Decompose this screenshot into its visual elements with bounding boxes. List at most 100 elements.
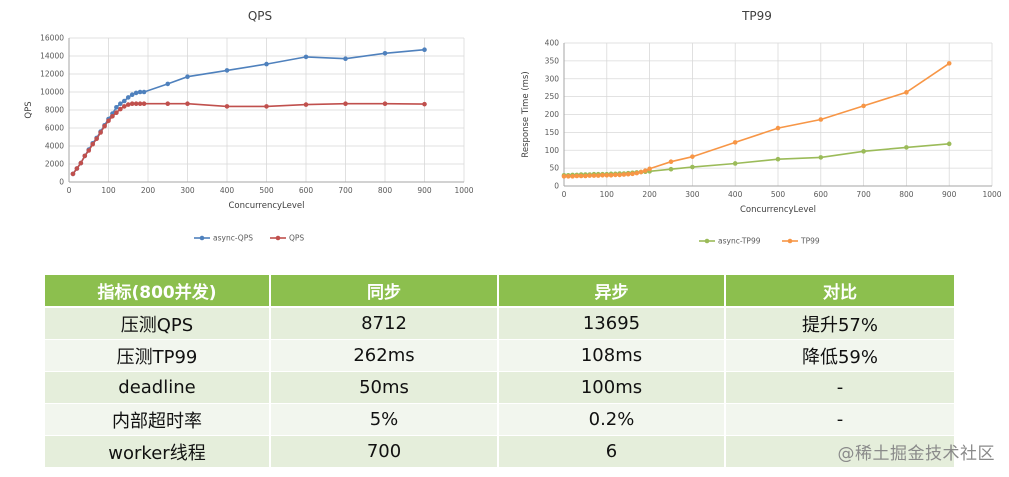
data-point-async-QPS [114,105,119,110]
chart-title: TP99 [741,9,772,23]
data-point-QPS [82,153,88,159]
x-tick-label: 200 [141,186,156,195]
cell-async: 100ms [498,371,726,404]
y-axis-title: QPS [24,101,34,118]
x-tick-label: 1000 [982,190,1001,199]
data-point-async-TP99 [861,149,866,154]
x-tick-label: 400 [728,190,743,199]
data-point-async-QPS [125,95,131,100]
data-point-async-QPS [303,54,309,60]
data-point-TP99 [638,169,644,175]
legend-label-TP99: TP99 [800,237,820,246]
data-point-async-QPS [165,81,171,87]
comparison-table: 指标(800并发) 同步 异步 对比 压测QPS 8712 13695 提升57… [45,275,954,468]
table-header-row: 指标(800并发) 同步 异步 对比 [45,275,954,308]
data-point-TP99 [946,61,952,66]
x-tick-label: 300 [685,190,700,199]
table-row: 压测QPS 8712 13695 提升57% [45,307,954,340]
data-point-async-QPS [129,92,135,97]
data-point-async-QPS [343,56,348,61]
data-point-QPS [125,102,131,107]
data-point-QPS [141,101,147,106]
series-line-QPS [72,102,425,175]
y-axis-title: Response Time (ms) [521,71,531,157]
y-tick-label: 2000 [45,160,64,169]
data-point-TP99 [643,168,648,173]
x-tick-label: 700 [338,186,353,195]
data-point-TP99 [690,154,695,159]
x-tick-label: 600 [299,186,314,195]
x-tick-label: 700 [856,190,871,199]
data-point-async-TP99 [946,141,952,147]
x-tick-label: 600 [814,190,829,199]
legend-label-QPS: QPS [289,234,304,243]
legend-marker-QPS [275,235,281,241]
data-point-QPS [86,148,92,153]
data-point-TP99 [904,90,909,95]
data-point-TP99 [625,171,631,177]
data-point-TP99 [732,140,738,145]
legend-marker-TP99 [787,238,793,244]
y-tick-label: 300 [545,74,560,83]
y-tick-label: 0 [59,178,64,187]
data-point-QPS [137,101,143,106]
cell-compare: 降低59% [725,339,954,372]
x-tick-label: 900 [942,190,957,199]
cell-compare: - [725,371,954,404]
data-point-async-TP99 [818,155,824,160]
data-point-QPS [343,101,348,106]
data-point-QPS [102,123,107,129]
header-metric: 指标(800并发) [45,275,271,308]
data-point-TP99 [647,166,652,172]
y-tick-label: 12000 [40,70,64,79]
data-point-TP99 [613,172,618,178]
data-point-QPS [78,160,84,166]
data-point-QPS [224,104,230,109]
x-tick-label: 500 [771,190,786,199]
y-tick-label: 0 [554,182,559,191]
data-point-async-TP99 [732,161,738,166]
y-tick-label: 100 [545,146,560,155]
data-point-TP99 [630,171,635,177]
legend-marker-async-QPS [199,235,205,241]
data-point-async-TP99 [668,166,674,172]
data-point-TP99 [668,159,674,164]
cell-compare: 提升57% [725,307,954,340]
data-point-QPS [422,101,427,107]
cell-sync: 700 [270,435,499,468]
data-point-QPS [129,101,135,106]
data-point-async-TP99 [775,156,781,162]
data-point-async-QPS [137,89,143,95]
data-point-TP99 [621,172,627,177]
data-point-TP99 [861,103,866,109]
data-point-async-QPS [185,74,190,79]
y-tick-label: 6000 [45,124,64,133]
y-tick-label: 350 [545,56,560,65]
y-tick-label: 50 [549,164,559,173]
data-point-QPS [98,130,103,135]
data-point-TP99 [570,174,575,179]
y-tick-label: 14000 [40,52,64,61]
data-point-QPS [106,118,111,124]
data-point-QPS [264,104,269,109]
y-tick-label: 10000 [40,88,64,97]
data-point-TP99 [818,117,824,122]
data-point-async-QPS [422,47,427,52]
watermark: @稀土掘金技术社区 [837,444,995,464]
legend-label-async-QPS: async-QPS [213,234,253,243]
cell-metric: worker线程 [45,435,271,468]
x-axis-title: ConcurrencyLevel [229,201,305,211]
x-tick-label: 0 [67,186,72,195]
data-point-TP99 [578,173,584,179]
legend-marker-async-TP99 [704,238,710,244]
cell-sync: 262ms [270,339,499,372]
tp99-chart: 0 100 200 300 400 500 600 700 800 900 1000 0 50 100 15… [521,9,1002,246]
qps-chart: 0 100 200 300 400 500 600 700 800 900 100002000400… [24,9,474,243]
cell-async: 0.2% [498,403,726,436]
legend-label-async-TP99: async-TP99 [718,237,761,246]
data-point-TP99 [583,173,588,179]
cell-sync: 8712 [270,307,499,340]
x-tick-label: 500 [259,186,274,195]
x-tick-label: 900 [417,186,432,195]
data-point-async-QPS [141,89,147,95]
